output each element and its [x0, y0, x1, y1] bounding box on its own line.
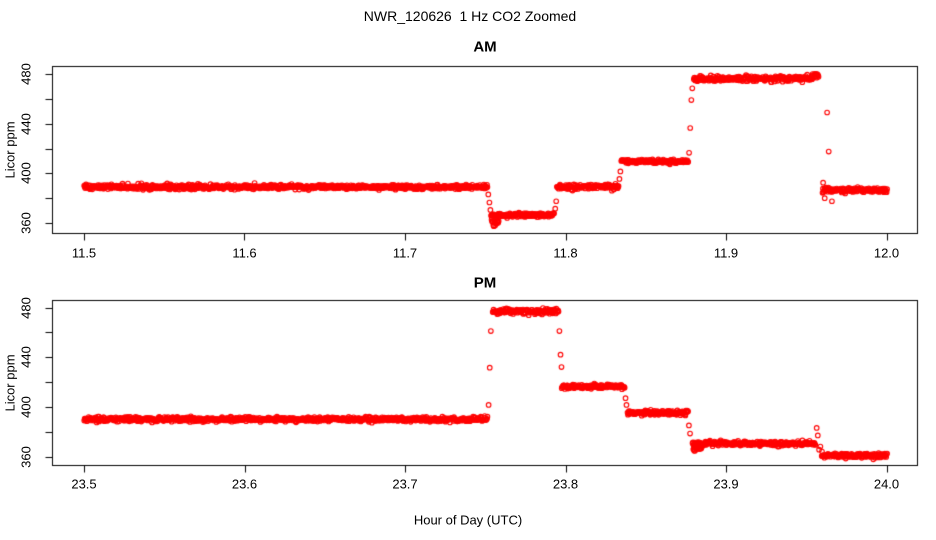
- x-tick-label: 24.0: [873, 476, 900, 491]
- x-tick-label: 23.9: [713, 476, 739, 491]
- y-tick-label: 480: [18, 296, 34, 319]
- panel-title-am: AM: [473, 38, 497, 56]
- y-tick-label: 360: [18, 445, 34, 468]
- x-tick-label: 11.7: [392, 245, 418, 261]
- x-tick-label: 23.5: [71, 476, 97, 491]
- y-tick-label: 440: [18, 346, 34, 369]
- y-tick-label: 440: [18, 112, 34, 135]
- panel-title-pm: PM: [473, 274, 497, 292]
- y-axis-label-am: Licor ppm: [2, 121, 18, 179]
- y-tick-label: 360: [18, 212, 34, 234]
- x-tick-label: 11.8: [553, 245, 578, 261]
- y-axis-label-pm: Licor ppm: [2, 354, 18, 412]
- x-tick-label: 23.6: [231, 476, 258, 491]
- x-tick-label: 12.0: [873, 245, 900, 261]
- y-tick-label: 480: [18, 63, 34, 85]
- x-tick-label: 23.7: [392, 476, 418, 491]
- x-tick-label: 11.9: [713, 245, 739, 261]
- x-tick-label: 11.5: [71, 245, 97, 261]
- chart-title: NWR_120626 1 Hz CO2 Zoomed: [363, 8, 577, 24]
- y-tick-label: 400: [18, 395, 34, 418]
- y-tick-label: 400: [18, 162, 34, 185]
- x-axis-label: Hour of Day (UTC): [413, 512, 523, 528]
- x-tick-label: 23.8: [552, 476, 579, 491]
- x-tick-label: 11.6: [232, 245, 257, 261]
